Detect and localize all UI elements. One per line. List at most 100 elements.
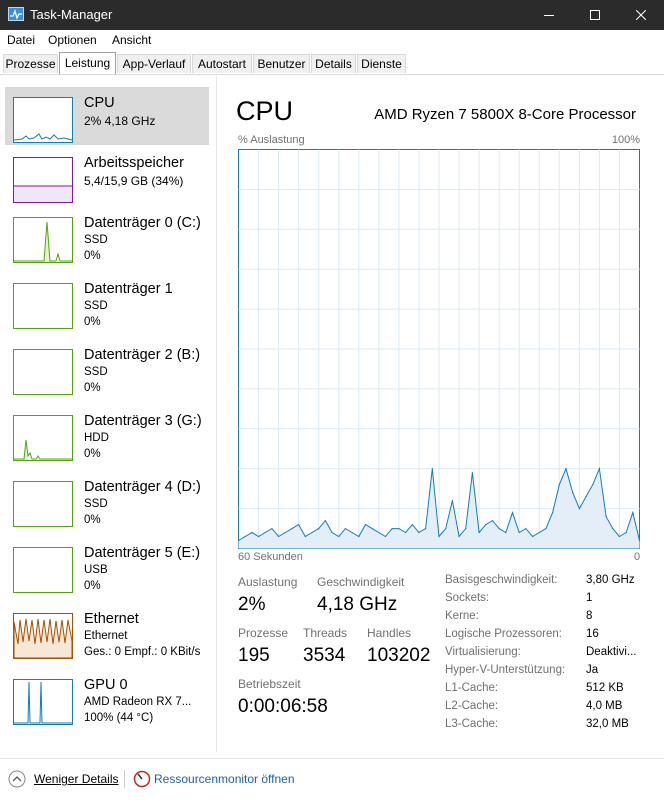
- info-value: 4,0 MB: [586, 700, 623, 712]
- sidebar-item-name: Arbeitsspeicher: [84, 155, 184, 171]
- cpu-data-point: [364, 524, 367, 526]
- cpu-data-point: [238, 539, 240, 542]
- cpu-data-point: [344, 528, 346, 530]
- cpu-data-point: [625, 531, 627, 534]
- sidebar-item-cpu[interactable]: CPU 2% 4,18 GHz: [5, 87, 209, 145]
- menu-optionen[interactable]: Optionen: [48, 33, 97, 47]
- handles-label: Handles: [367, 626, 412, 640]
- graph-y-label: % Auslastung: [238, 134, 305, 146]
- sidebar-item-ethernet[interactable]: Ethernet Ethernet Ges.: 0 Empf.: 0 KBit/…: [5, 603, 209, 661]
- info-label: Logische Prozessoren:: [445, 628, 562, 640]
- sidebar-item-type: USB: [84, 564, 108, 576]
- betriebszeit-label: Betriebszeit: [238, 677, 301, 691]
- cpu-data-point: [618, 535, 620, 538]
- info-label: Kerne:: [445, 610, 479, 622]
- tab-app-verlauf[interactable]: App-Verlauf: [117, 54, 191, 73]
- chevron-up-icon[interactable]: [8, 770, 26, 791]
- cpu-data-point: [311, 531, 313, 534]
- cpu-data-point: [298, 524, 300, 526]
- sidebar-item-datentraeger-4[interactable]: Datenträger 4 (D:) SSD 0%: [5, 471, 209, 529]
- sidebar-item-gpu-0[interactable]: GPU 0 AMD Radeon RX 7... 100% (44 °C): [5, 669, 209, 727]
- sidebar-item-type: SSD: [84, 498, 108, 510]
- sidebar-item-type: HDD: [84, 432, 109, 444]
- tab-benutzer[interactable]: Benutzer: [253, 54, 310, 73]
- cpu-data-point: [304, 535, 306, 538]
- footer-bar: Weniger Details Ressourcenmonitor öffnen: [0, 758, 664, 799]
- cpu-data-point: [478, 531, 480, 534]
- cpu-data-point: [278, 535, 280, 538]
- close-button[interactable]: [618, 0, 664, 30]
- cpu-data-point: [425, 528, 427, 530]
- window-title: Task-Manager: [30, 7, 113, 22]
- cpu-data-point: [251, 531, 253, 534]
- cpu-data-point: [471, 472, 473, 474]
- sidebar-item-datentraeger-0[interactable]: Datenträger 0 (C:) SSD 0%: [5, 207, 209, 265]
- disk-thumbnail: [13, 415, 73, 461]
- resource-monitor-link[interactable]: Ressourcenmonitor öffnen: [154, 772, 295, 786]
- sidebar-item-detail: 0%: [84, 316, 101, 328]
- cpu-data-point: [505, 531, 507, 534]
- tab-dienste[interactable]: Dienste: [357, 54, 406, 73]
- tab-autostart[interactable]: Autostart: [192, 54, 252, 73]
- cpu-data-point: [371, 528, 373, 530]
- cpu-data-point: [485, 524, 487, 526]
- tab-leistung[interactable]: Leistung: [59, 52, 116, 74]
- cpu-data-point: [331, 531, 333, 534]
- resource-monitor-icon[interactable]: [133, 770, 151, 791]
- tab-bar: Prozesse Leistung App-Verlauf Autostart …: [0, 52, 664, 75]
- tab-prozesse[interactable]: Prozesse: [3, 54, 58, 73]
- cpu-data-point: [605, 516, 607, 518]
- page-title: CPU: [236, 96, 294, 126]
- cpu-data-point: [264, 531, 266, 534]
- disk-thumbnail: [13, 217, 73, 263]
- cpu-usage-area: [238, 468, 640, 549]
- sidebar-item-name: GPU 0: [84, 677, 128, 693]
- menu-datei[interactable]: Datei: [7, 33, 36, 47]
- cpu-data-point: [491, 520, 494, 522]
- sidebar-item-detail: 0%: [84, 448, 101, 460]
- cpu-data-point: [291, 528, 293, 530]
- fewer-details-link[interactable]: Weniger Details: [34, 772, 119, 786]
- cpu-data-point: [465, 528, 467, 530]
- info-value: 3,80 GHz: [586, 574, 635, 586]
- cpu-data-point: [451, 500, 453, 502]
- cpu-data-point: [338, 535, 340, 538]
- cpu-usage-graph: [238, 149, 640, 549]
- graph-grid: [238, 149, 640, 549]
- sidebar-item-detail: 0%: [84, 382, 101, 394]
- cpu-data-point: [398, 528, 400, 530]
- memory-thumbnail: [13, 157, 73, 203]
- task-manager-icon: [8, 7, 24, 21]
- footer-divider: [124, 770, 125, 788]
- sidebar-item-arbeitsspeicher[interactable]: Arbeitsspeicher 5,4/15,9 GB (34%): [5, 147, 209, 205]
- cpu-data-point: [638, 539, 640, 542]
- sidebar-item-datentraeger-1[interactable]: Datenträger 1 SSD 0%: [5, 273, 209, 331]
- cpu-data-point: [445, 528, 447, 530]
- sidebar-item-detail: 100% (44 °C): [84, 712, 154, 724]
- sidebar-item-datentraeger-2[interactable]: Datenträger 2 (B:) SSD 0%: [5, 339, 209, 397]
- sidebar-item-type: SSD: [84, 234, 108, 246]
- cpu-data-point: [612, 528, 614, 530]
- cpu-data-point: [585, 496, 587, 498]
- ethernet-thumbnail: [13, 613, 73, 659]
- cpu-data-point: [384, 535, 387, 538]
- sidebar-item-datentraeger-3[interactable]: Datenträger 3 (G:) HDD 0%: [5, 405, 209, 463]
- minimize-button[interactable]: [526, 0, 572, 30]
- sidebar-item-datentraeger-5[interactable]: Datenträger 5 (E:) USB 0%: [5, 537, 209, 595]
- cpu-data-point: [525, 528, 527, 530]
- menu-bar: Datei Optionen Ansicht: [0, 30, 664, 50]
- prozesse-value: 195: [238, 645, 270, 666]
- tab-details[interactable]: Details: [311, 54, 356, 73]
- sidebar-item-name: Datenträger 2 (B:): [84, 347, 201, 363]
- info-label: L3-Cache:: [445, 718, 499, 730]
- prozesse-label: Prozesse: [238, 626, 289, 640]
- menu-ansicht[interactable]: Ansicht: [112, 33, 152, 47]
- sidebar-item-type: SSD: [84, 300, 108, 312]
- sidebar-item-name: Datenträger 4 (D:): [84, 479, 201, 495]
- maximize-button[interactable]: [572, 0, 618, 30]
- auslastung-value: 2%: [238, 594, 266, 615]
- sidebar-item-name: Datenträger 5 (E:): [84, 545, 201, 561]
- handles-value: 103202: [367, 645, 431, 666]
- title-bar: Task-Manager: [0, 0, 664, 30]
- threads-value: 3534: [303, 645, 346, 666]
